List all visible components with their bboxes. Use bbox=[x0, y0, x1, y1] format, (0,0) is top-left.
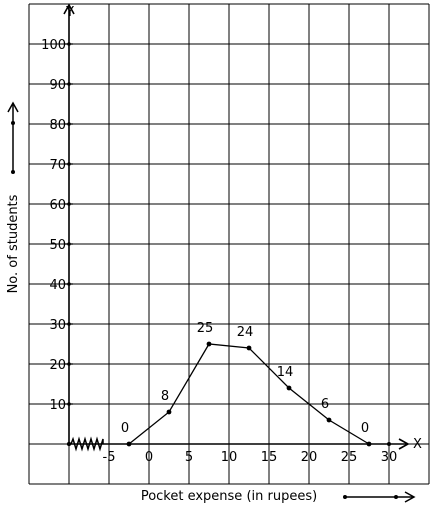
x-axis-letter: X bbox=[413, 437, 422, 452]
y-tick-dot bbox=[67, 242, 71, 246]
y-tick-dot bbox=[67, 42, 71, 46]
y-axis-letter: Y bbox=[65, 5, 74, 20]
x-tick-label: 25 bbox=[341, 450, 358, 465]
x-tick-dot bbox=[387, 442, 391, 446]
x-tick-label: 30 bbox=[381, 450, 398, 465]
y-tick-label: 30 bbox=[49, 318, 66, 333]
y-tick-label: 60 bbox=[49, 198, 66, 213]
scale-arrow-horizontal-icon bbox=[343, 491, 416, 503]
data-labels: 0 8 25 24 14 6 0 bbox=[121, 321, 369, 436]
y-tick-label: 70 bbox=[49, 158, 66, 173]
data-label: 6 bbox=[321, 397, 329, 412]
y-tick-label: 20 bbox=[49, 358, 66, 373]
data-label: 8 bbox=[161, 389, 169, 404]
y-tick-label: 100 bbox=[41, 38, 66, 53]
y-tick-dot bbox=[67, 362, 71, 366]
y-tick-dot bbox=[67, 122, 71, 126]
data-point bbox=[286, 385, 292, 391]
y-tick-dot bbox=[67, 282, 71, 286]
data-label: 0 bbox=[121, 421, 129, 436]
y-tick-dot bbox=[67, 322, 71, 326]
y-tick-dot bbox=[67, 162, 71, 166]
x-tick-label: 10 bbox=[221, 450, 238, 465]
data-point bbox=[366, 441, 372, 447]
data-label: 25 bbox=[197, 321, 214, 336]
x-tick-label: 15 bbox=[261, 450, 278, 465]
data-point bbox=[126, 441, 132, 447]
x-axis-arrow-icon bbox=[398, 438, 410, 450]
y-tick-dot bbox=[67, 202, 71, 206]
x-tick-label: 5 bbox=[185, 450, 193, 465]
data-point bbox=[206, 341, 212, 347]
y-tick-dot bbox=[67, 402, 71, 406]
data-label: 24 bbox=[237, 325, 254, 340]
grid bbox=[28, 3, 430, 485]
data-point bbox=[246, 345, 252, 351]
axes bbox=[63, 3, 410, 452]
y-tick-label: 40 bbox=[49, 278, 66, 293]
data-label: 14 bbox=[277, 365, 294, 380]
y-axis-arrow-icon bbox=[63, 3, 75, 15]
y-tick-dot bbox=[67, 82, 71, 86]
x-tick-label: 0 bbox=[145, 450, 153, 465]
origin-point bbox=[66, 441, 72, 447]
x-tick-label: 20 bbox=[301, 450, 318, 465]
axis-break-icon bbox=[70, 436, 104, 452]
series bbox=[126, 341, 372, 447]
y-tick-label: 80 bbox=[49, 118, 66, 133]
x-axis-title: Pocket expense (in rupees) bbox=[141, 489, 317, 504]
data-point bbox=[326, 417, 332, 423]
y-tick-label: 10 bbox=[49, 398, 66, 413]
x-tick-label: -5 bbox=[103, 450, 116, 465]
y-tick-label: 50 bbox=[49, 238, 66, 253]
data-point bbox=[166, 409, 172, 415]
y-tick-label: 90 bbox=[49, 78, 66, 93]
data-label: 0 bbox=[361, 421, 369, 436]
scale-arrow-vertical-icon bbox=[7, 101, 19, 174]
y-axis-title: No. of students bbox=[6, 194, 21, 293]
